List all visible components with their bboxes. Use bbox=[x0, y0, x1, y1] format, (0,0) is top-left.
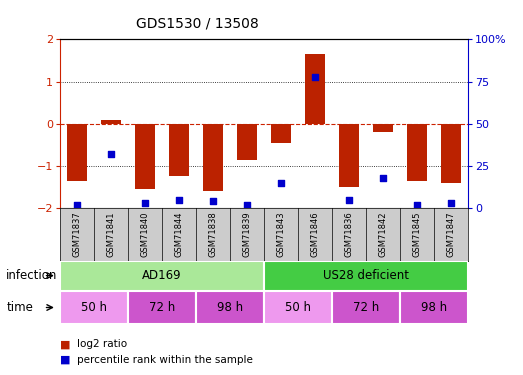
Point bbox=[277, 180, 286, 186]
Bar bbox=[169, 124, 189, 177]
Bar bbox=[271, 124, 291, 143]
Bar bbox=[162, 208, 196, 261]
Bar bbox=[237, 124, 257, 160]
Text: log2 ratio: log2 ratio bbox=[77, 339, 128, 349]
Bar bbox=[407, 124, 427, 181]
Bar bbox=[128, 291, 196, 324]
Point bbox=[413, 202, 422, 208]
Point bbox=[73, 202, 82, 208]
Point bbox=[345, 196, 354, 202]
Text: US28 deficient: US28 deficient bbox=[323, 269, 409, 282]
Point bbox=[141, 200, 150, 206]
Text: GSM71842: GSM71842 bbox=[379, 211, 388, 257]
Bar bbox=[366, 208, 400, 261]
Bar bbox=[400, 208, 434, 261]
Bar bbox=[339, 124, 359, 187]
Bar bbox=[101, 120, 121, 124]
Text: GSM71847: GSM71847 bbox=[447, 211, 456, 257]
Text: GSM71845: GSM71845 bbox=[413, 211, 422, 257]
Text: GSM71841: GSM71841 bbox=[107, 211, 116, 257]
Text: percentile rank within the sample: percentile rank within the sample bbox=[77, 355, 253, 365]
Bar bbox=[203, 124, 223, 191]
Bar bbox=[373, 124, 393, 132]
Point bbox=[243, 202, 252, 208]
Bar bbox=[230, 208, 264, 261]
Bar bbox=[400, 291, 468, 324]
Point bbox=[107, 151, 116, 157]
Bar bbox=[332, 291, 400, 324]
Bar bbox=[305, 54, 325, 124]
Text: 72 h: 72 h bbox=[149, 301, 175, 314]
Bar bbox=[67, 124, 87, 181]
Text: GSM71843: GSM71843 bbox=[277, 211, 286, 257]
Text: GSM71846: GSM71846 bbox=[311, 211, 320, 257]
Text: AD169: AD169 bbox=[142, 269, 182, 282]
Bar bbox=[264, 261, 468, 291]
Text: 50 h: 50 h bbox=[81, 301, 107, 314]
Text: 98 h: 98 h bbox=[217, 301, 243, 314]
Bar bbox=[196, 291, 264, 324]
Bar bbox=[196, 208, 230, 261]
Bar bbox=[135, 124, 155, 189]
Bar bbox=[264, 208, 298, 261]
Text: infection: infection bbox=[6, 269, 58, 282]
Bar bbox=[434, 208, 468, 261]
Text: ■: ■ bbox=[60, 339, 71, 349]
Point bbox=[379, 175, 388, 181]
Text: ■: ■ bbox=[60, 355, 71, 365]
Point bbox=[447, 200, 456, 206]
Bar bbox=[94, 208, 128, 261]
Text: time: time bbox=[6, 301, 33, 314]
Bar bbox=[441, 124, 461, 183]
Bar bbox=[264, 291, 332, 324]
Text: 72 h: 72 h bbox=[353, 301, 379, 314]
Point bbox=[175, 196, 184, 202]
Bar bbox=[60, 291, 128, 324]
Text: GSM71838: GSM71838 bbox=[209, 211, 218, 257]
Text: 50 h: 50 h bbox=[285, 301, 311, 314]
Bar bbox=[128, 208, 162, 261]
Text: 98 h: 98 h bbox=[421, 301, 447, 314]
Point bbox=[311, 74, 320, 80]
Text: GSM71839: GSM71839 bbox=[243, 211, 252, 257]
Text: GSM71837: GSM71837 bbox=[73, 211, 82, 257]
Point bbox=[209, 198, 218, 204]
Text: GSM71844: GSM71844 bbox=[175, 211, 184, 257]
Bar bbox=[332, 208, 366, 261]
Bar bbox=[60, 208, 94, 261]
Text: GDS1530 / 13508: GDS1530 / 13508 bbox=[136, 17, 259, 31]
Bar bbox=[298, 208, 332, 261]
Text: GSM71836: GSM71836 bbox=[345, 211, 354, 257]
Text: GSM71840: GSM71840 bbox=[141, 211, 150, 257]
Bar bbox=[60, 261, 264, 291]
